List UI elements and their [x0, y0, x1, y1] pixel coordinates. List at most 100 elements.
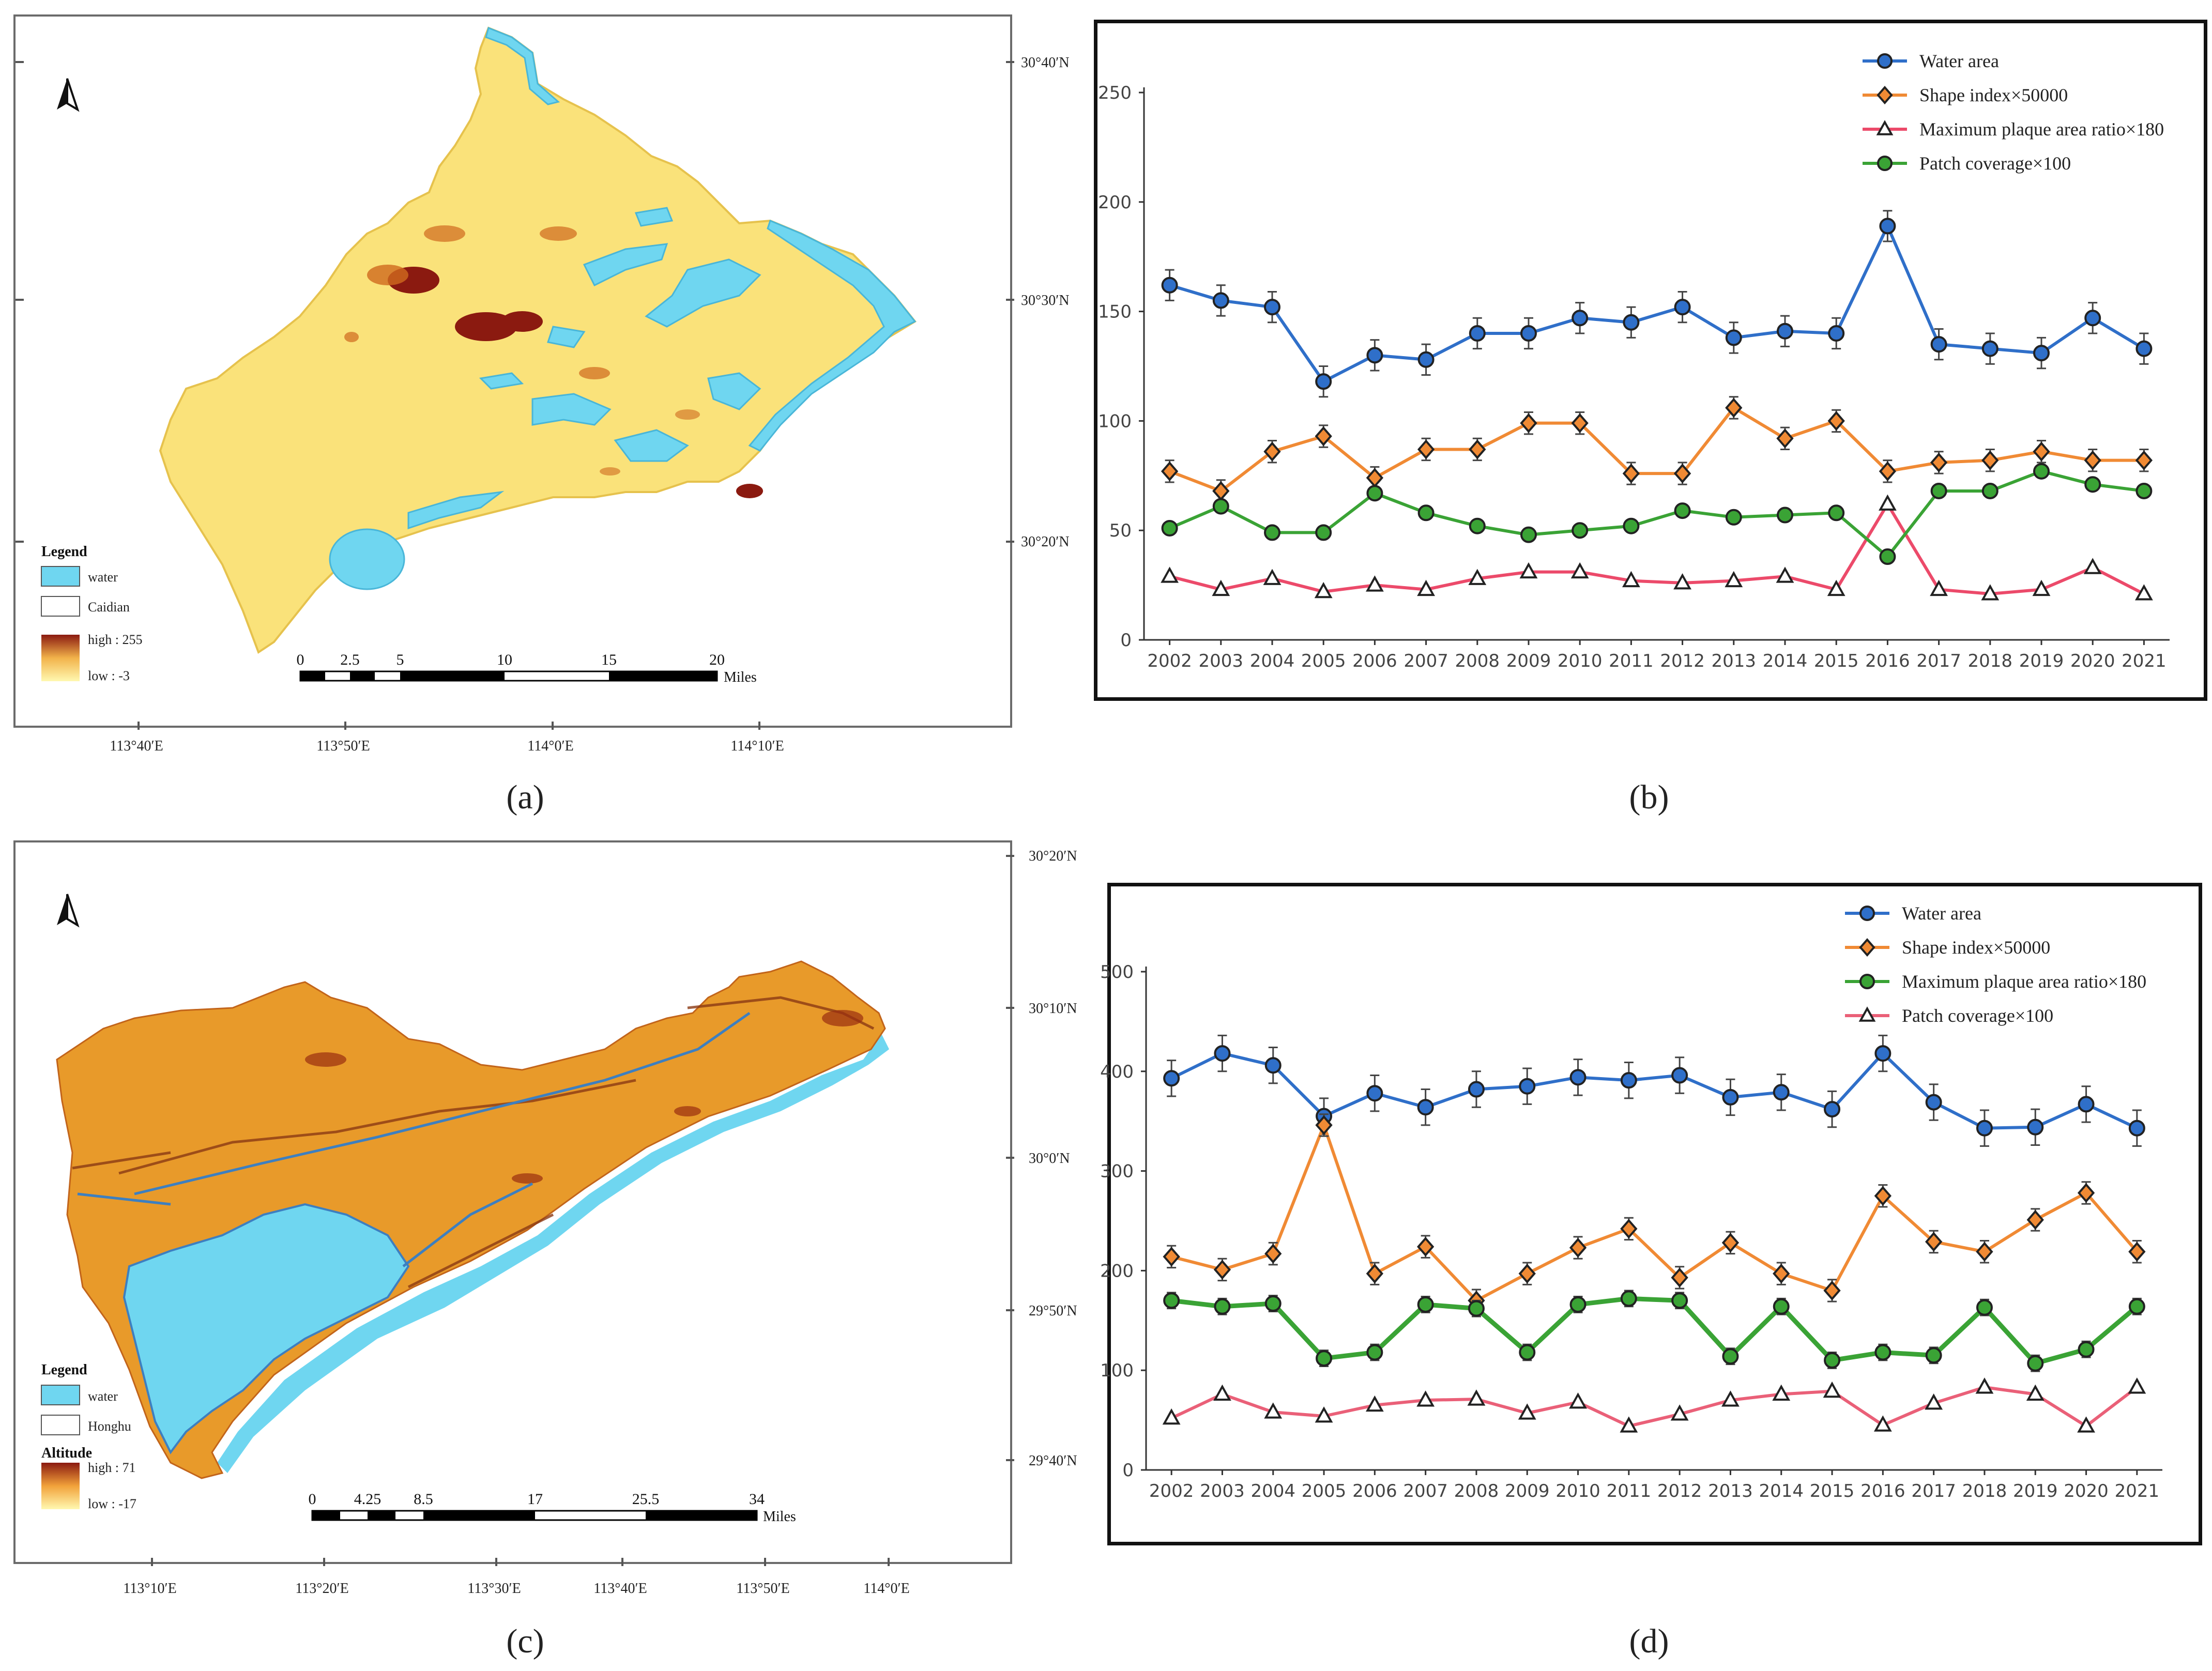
series-line — [1170, 1385, 2138, 1428]
legend-marker — [1859, 906, 1875, 921]
scale-tick: 2.5 — [340, 651, 360, 668]
lon-label: 114°10′E — [730, 738, 784, 754]
legend-marker — [1877, 53, 1893, 69]
lon-label: 113°20′E — [295, 1581, 348, 1597]
data-point — [1976, 1120, 1993, 1137]
data-point — [1417, 351, 1435, 368]
data-point — [1212, 498, 1229, 515]
data-point — [2027, 1355, 2044, 1372]
x-tick-label: 2011 — [1607, 1481, 1652, 1501]
legend-high-label: high : 255 — [88, 632, 142, 647]
data-point — [1468, 1300, 1485, 1317]
data-point — [1879, 461, 1897, 481]
honghu-lake-shape — [123, 1203, 410, 1454]
x-tick-label: 2013 — [1712, 651, 1757, 671]
legend-marker — [1876, 120, 1894, 135]
north-arrow-icon — [57, 894, 80, 928]
data-point — [1366, 1344, 1383, 1361]
lon-label: 114°0′E — [863, 1581, 909, 1597]
lon-label: 113°50′E — [736, 1581, 789, 1597]
x-tick-label: 2005 — [1302, 1481, 1347, 1501]
map-c-frame: Legend water Honghu Altitude high : 71 l… — [13, 840, 1014, 1566]
x-tick-label: 2008 — [1454, 1481, 1499, 1501]
axes: 0 100 200 300 400 500 2002 2003 2004 2005 2006 2007… — [1100, 962, 2162, 1501]
data-point — [1620, 1219, 1638, 1239]
data-point — [1879, 494, 1897, 511]
data-point — [1981, 450, 1999, 470]
data-point — [1264, 524, 1280, 541]
legend-label: Patch coverage×100 — [1902, 1005, 2053, 1026]
data-point — [1930, 336, 1947, 353]
x-tick-label: 2017 — [1916, 651, 1961, 671]
series-0 — [1163, 1034, 2145, 1147]
x-tick-label: 2021 — [2115, 1481, 2160, 1501]
y-tick-label: 100 — [1100, 1360, 1134, 1381]
data-point — [2128, 1120, 2145, 1137]
data-point — [1673, 463, 1691, 484]
data-point — [1161, 461, 1179, 481]
legend-marker — [1859, 974, 1875, 989]
legend-boundary-label: Caidian — [88, 600, 130, 615]
data-point — [1925, 1393, 1943, 1410]
data-point — [1930, 579, 1948, 596]
x-tick-label: 2007 — [1403, 1481, 1448, 1501]
scale-unit: Miles — [724, 669, 757, 685]
map-a-canvas: Legend water Caidian high : 255 low : -3… — [16, 26, 1014, 730]
chart-b-canvas: 0 50 100 150 200 250 2002 2003 2004 2005 2006 2007 2… — [1098, 51, 2170, 671]
data-point — [2078, 1341, 2095, 1358]
x-tick-label: 2005 — [1301, 651, 1346, 671]
map-a-scale-bar: 0 2.5 5 10 15 20 Miles — [297, 651, 757, 685]
x-tick-label: 2004 — [1250, 1481, 1295, 1501]
data-point — [1467, 1389, 1486, 1406]
lon-label: 113°40′E — [593, 1581, 647, 1597]
series-2 — [1163, 1290, 2145, 1372]
map-a-legend: Legend water Caidian high : 255 low : -3 — [41, 544, 142, 683]
caption-c: (c) — [506, 1622, 544, 1660]
series-line — [1169, 222, 2145, 384]
map-a-frame: Legend water Caidian high : 255 low : -3… — [13, 14, 1014, 730]
legend-water-label: water — [88, 1389, 118, 1404]
lon-label: 113°40′E — [110, 738, 163, 754]
data-point — [1263, 441, 1281, 462]
data-point — [1569, 1392, 1587, 1409]
data-point — [1722, 1089, 1739, 1106]
data-point — [2033, 441, 2050, 462]
data-point — [1469, 439, 1486, 459]
lat-label: 30°20′N — [1021, 534, 1070, 550]
chart-d-frame: 0 100 200 300 400 500 2002 2003 2004 2005 2006 2007… — [1100, 883, 2202, 1545]
x-tick-label: 2003 — [1199, 651, 1244, 671]
data-point — [1162, 1408, 1181, 1425]
x-tick-label: 2004 — [1250, 651, 1295, 671]
data-point — [1975, 1377, 1994, 1394]
data-point — [1469, 517, 1486, 534]
lon-label: 113°50′E — [316, 738, 370, 754]
data-point — [1569, 1237, 1587, 1258]
x-tick-label: 2008 — [1455, 651, 1500, 671]
data-point — [1161, 277, 1178, 294]
data-point — [1572, 522, 1589, 539]
legend-title: Legend — [41, 1362, 87, 1378]
data-point — [1163, 1292, 1180, 1309]
x-tick-label: 2020 — [2064, 1481, 2109, 1501]
data-point — [2078, 1096, 2095, 1113]
lat-label: 30°20′N — [1029, 848, 1077, 864]
data-point — [1823, 1381, 1841, 1398]
x-tick-label: 2012 — [1660, 651, 1705, 671]
river-channels — [77, 1011, 751, 1267]
lat-label: 30°10′N — [1029, 1001, 1077, 1017]
legend-marker — [1858, 1006, 1876, 1022]
data-point — [2084, 450, 2101, 470]
legend-label: Shape index×50000 — [1919, 85, 2068, 105]
data-point — [2033, 345, 2050, 362]
data-point — [1520, 413, 1537, 433]
y-tick-label: 0 — [1122, 1460, 1134, 1481]
data-point — [1925, 1232, 1943, 1252]
lat-label: 30°0′N — [1029, 1151, 1070, 1167]
legend-water-label: water — [88, 570, 118, 585]
data-point — [1213, 1384, 1231, 1401]
lon-label: 113°10′E — [123, 1581, 176, 1597]
data-point — [1569, 1069, 1586, 1086]
x-tick-label: 2006 — [1352, 1481, 1397, 1501]
series-3 — [1161, 463, 2153, 565]
x-tick-label: 2002 — [1149, 1481, 1194, 1501]
